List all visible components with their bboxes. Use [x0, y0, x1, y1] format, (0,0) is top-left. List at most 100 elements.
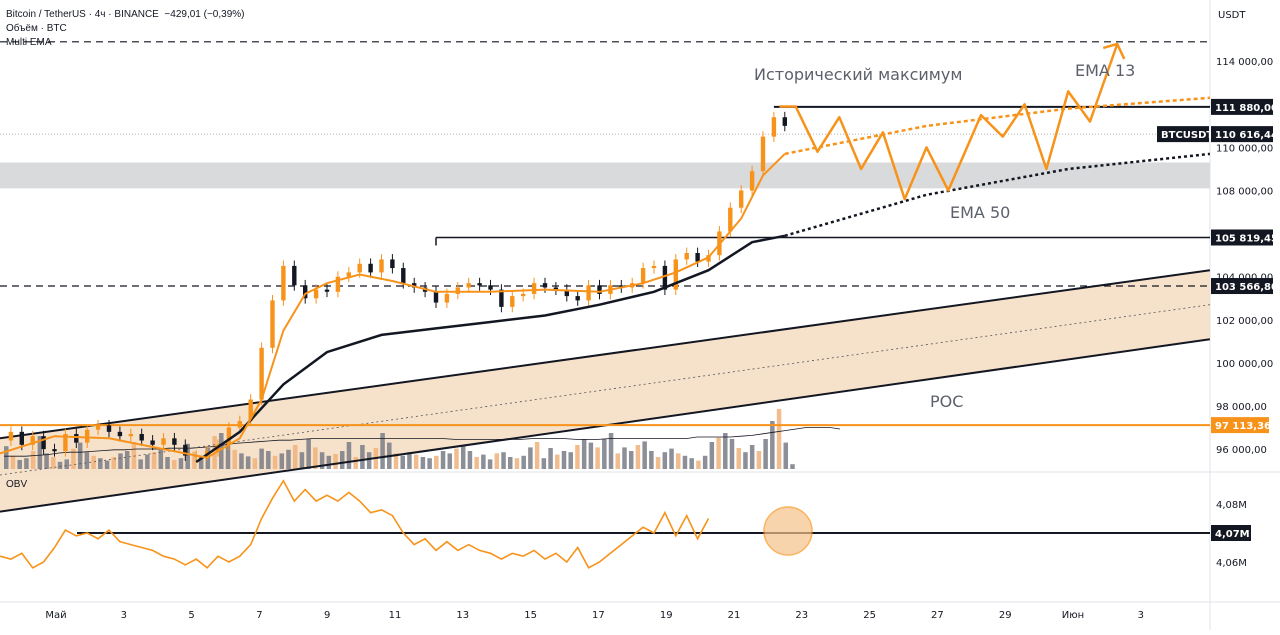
- volume-bar: [165, 457, 170, 469]
- volume-bar: [602, 439, 607, 469]
- volume-bar: [776, 409, 782, 469]
- volume-bar: [702, 455, 708, 469]
- obv-highlight-circle: [763, 506, 813, 556]
- candle-body: [412, 283, 417, 288]
- volume-bar: [104, 460, 110, 469]
- candle-body: [640, 268, 646, 284]
- volume-bar: [555, 454, 560, 469]
- volume-bar: [64, 459, 69, 469]
- volume-bar: [635, 445, 641, 469]
- volume-bar: [272, 455, 278, 469]
- obv-line: [0, 479, 710, 569]
- volume-bar: [346, 442, 352, 469]
- volume-bar: [434, 455, 439, 469]
- volume-bar: [239, 453, 244, 469]
- candle-body: [335, 276, 341, 292]
- price-tick-label: 100 000,00: [1216, 359, 1273, 370]
- volume-bar: [286, 449, 291, 469]
- volume-bar: [608, 433, 614, 469]
- volume-bar: [534, 442, 540, 469]
- candle-body: [749, 171, 755, 191]
- volume-bar: [252, 458, 258, 469]
- volume-bar: [669, 448, 674, 469]
- volume-bar: [44, 453, 49, 469]
- candle-body: [597, 285, 602, 294]
- volume-bar: [380, 433, 385, 469]
- obv-value-badge: 4,07M: [1215, 529, 1250, 540]
- volume-bar: [131, 442, 137, 469]
- date-tick-label: 5: [188, 610, 194, 621]
- date-tick-label: Июн: [1062, 610, 1084, 621]
- volume-bar: [306, 439, 311, 469]
- candle-body: [455, 287, 460, 294]
- volume-bar: [743, 452, 748, 469]
- candle-body: [346, 272, 351, 277]
- volume-bar: [353, 457, 358, 469]
- volume-bar: [763, 439, 768, 469]
- volume-bar: [440, 451, 446, 469]
- candle-body: [226, 427, 232, 445]
- ath-price-badge: 111 880,00: [1215, 103, 1278, 114]
- date-tick-label: 15: [524, 610, 537, 621]
- volume-bar: [696, 460, 701, 469]
- volume-bar: [514, 458, 520, 469]
- poc-annotation: POC: [930, 392, 963, 411]
- date-tick-label: 9: [324, 610, 330, 621]
- price-tick-label: 110 000,00: [1216, 143, 1273, 154]
- volume-bar: [649, 451, 654, 469]
- volume-bar: [17, 460, 22, 469]
- ema13-line: [0, 153, 786, 459]
- ema50-line: [195, 234, 786, 464]
- volume-bar: [326, 455, 332, 469]
- volume-bar: [185, 443, 190, 469]
- volume-bar: [124, 451, 130, 469]
- volume-bar: [360, 445, 365, 469]
- volume-bar: [528, 447, 533, 469]
- date-tick-label: 19: [660, 610, 673, 621]
- candle-body: [368, 263, 373, 273]
- candle-body: [531, 283, 537, 294]
- volume-bar: [595, 447, 600, 469]
- volume-bar: [319, 452, 325, 469]
- volume-bar: [615, 453, 621, 469]
- candle-body: [63, 434, 68, 452]
- volume-bar: [723, 433, 728, 469]
- candle-body: [477, 283, 482, 286]
- date-tick-label: 3: [121, 610, 127, 621]
- candle-body: [248, 399, 253, 422]
- volume-bar: [709, 442, 715, 469]
- obv-tick-label: 4,06M: [1216, 558, 1247, 569]
- candle-body: [586, 285, 591, 301]
- date-tick-label: 23: [795, 610, 808, 621]
- volume-bar: [30, 451, 36, 469]
- volume-bar: [581, 439, 587, 469]
- symbol-legend: Bitcoin / TetherUS · 4ч · BINANCE −429,0…: [6, 9, 244, 20]
- volume-legend: Объём · BTC: [6, 23, 67, 34]
- volume-bar: [561, 451, 567, 469]
- volume-bar: [790, 464, 795, 469]
- volume-bar: [313, 447, 318, 469]
- volume-bar: [655, 457, 661, 469]
- price-change: −429,01 (−0,39%): [164, 9, 245, 20]
- candle-body: [564, 289, 569, 297]
- candle-body: [695, 252, 700, 262]
- volume-bar: [198, 455, 204, 469]
- candle-body: [760, 136, 766, 172]
- candle-body: [303, 285, 308, 299]
- candle-body: [150, 440, 155, 445]
- price-tick-label: 96 000,00: [1216, 445, 1267, 456]
- candle-body: [739, 190, 744, 208]
- volume-bar: [407, 452, 412, 469]
- candle-body: [488, 285, 493, 290]
- volume-bar: [266, 451, 271, 469]
- volume-bar: [588, 442, 594, 469]
- symbol-badge-bg: [1157, 126, 1209, 143]
- volume-bar: [84, 452, 90, 469]
- date-tick-label: 17: [592, 610, 605, 621]
- level1-price-badge-bg: [1211, 229, 1273, 246]
- candle-body: [575, 296, 580, 301]
- candle-body: [510, 296, 515, 307]
- volume-bar: [192, 451, 197, 469]
